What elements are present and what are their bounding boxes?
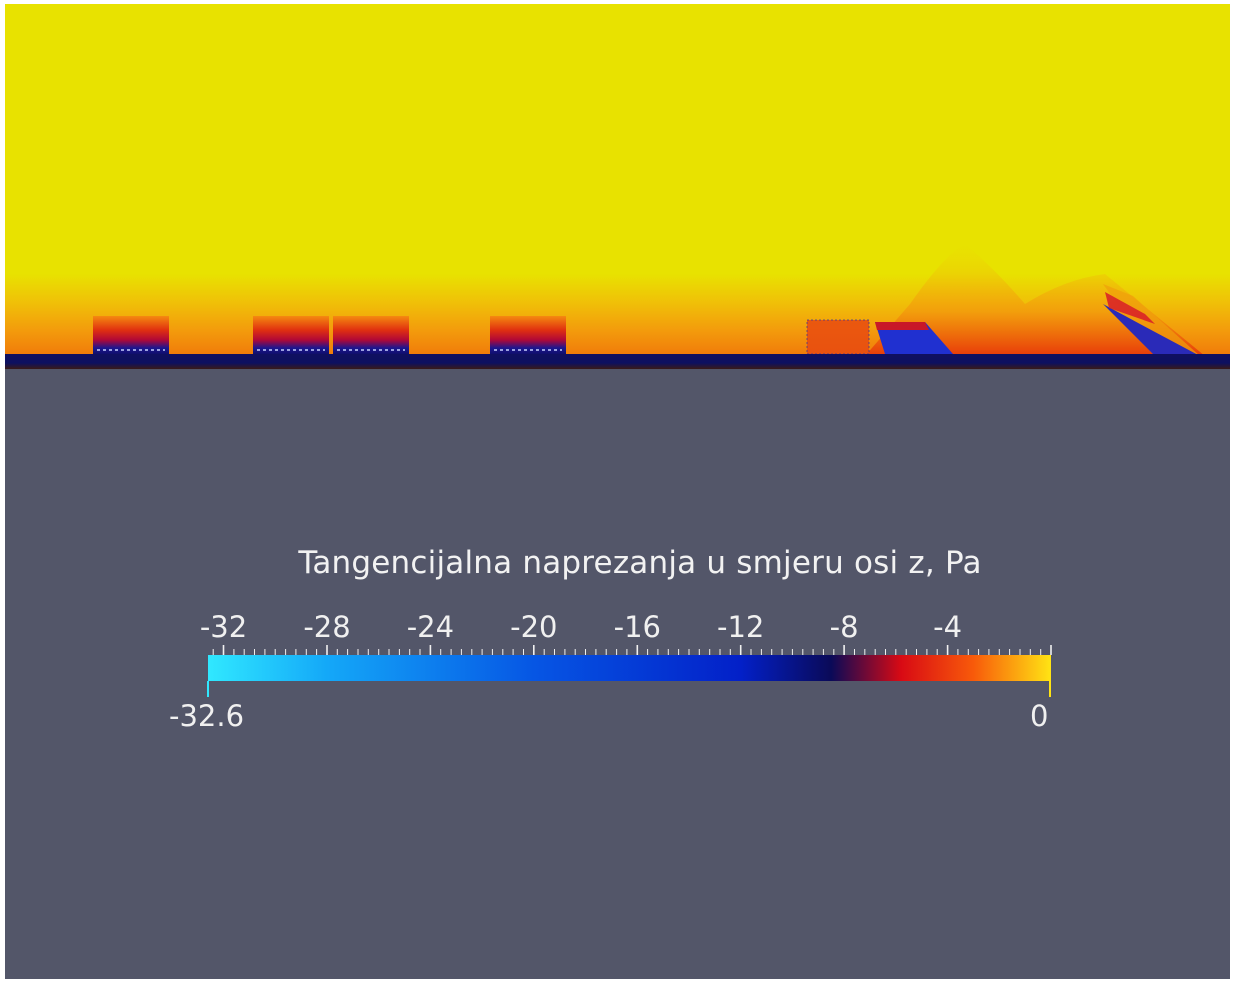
colorbar-gradient <box>208 655 1051 681</box>
body-5 <box>806 319 870 355</box>
tick-label: -16 <box>613 610 661 644</box>
tick-label: -32 <box>199 610 248 644</box>
range-min-label: -32.6 <box>169 699 245 733</box>
body-4 <box>490 316 566 356</box>
tick-label: -8 <box>829 610 859 644</box>
body-1 <box>93 316 169 356</box>
render-viewport[interactable]: Tangencijalna naprezanja u smjeru osi z,… <box>5 4 1230 979</box>
stress-field-view <box>5 4 1230 369</box>
body-7 <box>1103 284 1200 356</box>
colorbar-graphic <box>207 645 1052 697</box>
body-2 <box>253 316 329 356</box>
range-max-label: 0 <box>1030 699 1049 733</box>
tick-label: -28 <box>303 610 351 644</box>
colorbar-tick-marks <box>212 645 1052 655</box>
tick-label: -4 <box>933 610 963 644</box>
tick-label: -12 <box>717 610 765 644</box>
tick-label: -20 <box>510 610 558 644</box>
wall-surface <box>5 354 1230 369</box>
wake-region <box>865 244 1205 356</box>
body-3 <box>333 316 409 356</box>
scalar-bar-title: Tangencijalna naprezanja u smjeru osi z,… <box>298 545 982 581</box>
scalar-bar: Tangencijalna naprezanja u smjeru osi z,… <box>5 4 1230 979</box>
tick-label: -24 <box>406 610 455 644</box>
body-6 <box>875 322 953 354</box>
